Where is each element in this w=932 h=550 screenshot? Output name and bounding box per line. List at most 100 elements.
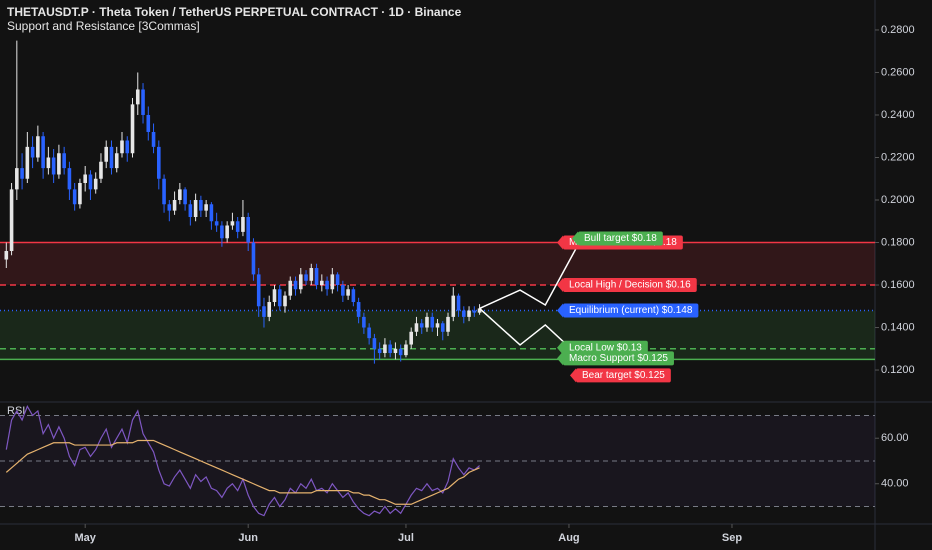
y-tick-label: 0.2400 bbox=[881, 109, 915, 121]
projection-path bbox=[479, 307, 579, 356]
y-tick-label: 0.2000 bbox=[881, 194, 915, 206]
y-tick-label: 0.2600 bbox=[881, 66, 915, 78]
y-tick-label: 0.1600 bbox=[881, 279, 915, 291]
candle-body bbox=[346, 289, 350, 296]
tag-label: Local High / Decision $0.16 bbox=[569, 280, 691, 291]
x-tick-label: Sep bbox=[722, 532, 742, 544]
candle-body bbox=[435, 323, 440, 328]
tag-label: Macro Support $0.125 bbox=[569, 353, 668, 364]
candle-body bbox=[446, 316, 450, 332]
candle-body bbox=[383, 344, 387, 354]
x-tick-label: Jun bbox=[238, 532, 258, 544]
x-tick-label: Aug bbox=[558, 532, 579, 544]
candle-body bbox=[30, 146, 35, 158]
candle-body bbox=[51, 157, 56, 175]
candle-body bbox=[467, 310, 471, 317]
level-tag: Macro Support $0.125 bbox=[557, 351, 674, 366]
candle-body bbox=[178, 189, 182, 200]
candle-body bbox=[193, 200, 198, 218]
candle-body bbox=[451, 295, 456, 317]
candle-body bbox=[314, 268, 319, 286]
candle-body bbox=[157, 146, 161, 179]
y-tick-label: 0.2200 bbox=[881, 151, 915, 163]
candle-body bbox=[104, 146, 109, 162]
candle-body bbox=[120, 140, 124, 154]
indicator-name: Support and Resistance [3Commas] bbox=[7, 19, 200, 33]
projection-path bbox=[479, 244, 579, 310]
tag-label: Equilibrium (current) $0.148 bbox=[569, 305, 693, 316]
x-tick-label: May bbox=[74, 532, 96, 544]
candle-body bbox=[199, 200, 203, 211]
candle-body bbox=[377, 348, 382, 354]
candle-body bbox=[351, 289, 356, 303]
candle-body bbox=[388, 344, 392, 354]
candle-body bbox=[15, 168, 19, 190]
candle-body bbox=[419, 323, 424, 328]
candle-body bbox=[330, 274, 335, 290]
level-tag: Local High / Decision $0.16 bbox=[557, 278, 697, 293]
zone bbox=[0, 242, 875, 286]
tag-pointer bbox=[572, 231, 578, 246]
candle-body bbox=[304, 274, 308, 281]
candle-body bbox=[62, 153, 66, 169]
y-tick-label: 0.1800 bbox=[881, 236, 915, 248]
y-tick-label: 60.00 bbox=[881, 432, 909, 444]
tag-pointer bbox=[557, 278, 563, 293]
tag-label: Local Low $0.13 bbox=[569, 342, 642, 353]
candle-body bbox=[9, 189, 14, 252]
y-tick-label: 0.1400 bbox=[881, 321, 915, 333]
candle-body bbox=[298, 274, 303, 290]
candle-body bbox=[309, 268, 314, 281]
candle-body bbox=[325, 280, 329, 290]
candle-body bbox=[335, 274, 340, 286]
tag-pointer bbox=[557, 235, 563, 250]
y-tick-label: 0.2800 bbox=[881, 24, 915, 36]
candle-body bbox=[99, 161, 103, 179]
candle-body bbox=[320, 280, 324, 286]
candle-body bbox=[130, 104, 135, 154]
tag-box bbox=[563, 303, 699, 318]
candle-body bbox=[398, 348, 403, 356]
tag-box bbox=[563, 351, 674, 366]
candle-body bbox=[4, 251, 9, 260]
candle-body bbox=[72, 189, 77, 205]
tag-box bbox=[563, 278, 697, 293]
candle-body bbox=[204, 204, 208, 211]
candle-body bbox=[41, 136, 45, 169]
candle-body bbox=[36, 136, 40, 158]
candle-body bbox=[220, 225, 224, 239]
y-tick-label: 40.00 bbox=[881, 478, 909, 490]
candle-body bbox=[362, 316, 366, 328]
candle-body bbox=[288, 280, 293, 296]
x-tick-label: Jul bbox=[398, 532, 414, 544]
candle-body bbox=[46, 157, 51, 169]
candle-body bbox=[283, 295, 287, 307]
candle-body bbox=[25, 146, 30, 179]
tag-pointer bbox=[557, 340, 563, 355]
candle-body bbox=[341, 285, 345, 296]
chart-title: THETAUSDT.P · Theta Token / TetherUS PER… bbox=[7, 5, 462, 19]
candle-body bbox=[230, 221, 235, 226]
candle-body bbox=[367, 327, 371, 339]
candle-body bbox=[57, 153, 61, 175]
candle-body bbox=[114, 153, 119, 169]
candle-body bbox=[83, 174, 87, 183]
candle-body bbox=[409, 331, 414, 345]
tag-box bbox=[576, 368, 671, 383]
candle-body bbox=[225, 225, 229, 239]
candle-body bbox=[241, 217, 245, 232]
candle-body bbox=[146, 114, 151, 132]
candle-body bbox=[167, 204, 172, 211]
candle-body bbox=[430, 316, 435, 328]
tag-pointer bbox=[557, 303, 563, 318]
tag-box bbox=[578, 231, 663, 246]
candle-body bbox=[440, 323, 445, 332]
candle-body bbox=[262, 306, 266, 317]
candle-body bbox=[125, 140, 130, 154]
candle-body bbox=[188, 204, 193, 218]
candle-body bbox=[472, 310, 477, 313]
candle-body bbox=[151, 131, 156, 147]
candle-body bbox=[183, 189, 187, 205]
candle-body bbox=[246, 217, 250, 243]
candle-body bbox=[393, 348, 398, 354]
